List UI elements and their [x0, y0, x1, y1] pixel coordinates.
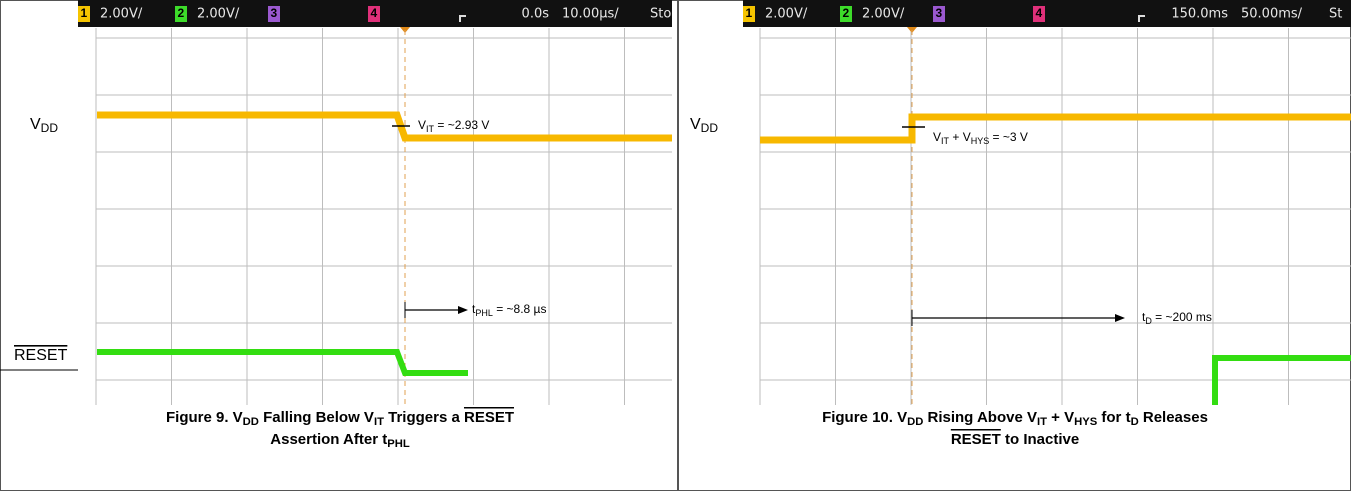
- threshold-label: VIT = ~2.93 V: [418, 118, 489, 134]
- channel-box: [78, 6, 90, 22]
- text-span: Rising Above V: [923, 409, 1037, 426]
- channel-box: [368, 6, 380, 22]
- caption: Assertion After tPHL: [270, 431, 410, 450]
- text-span: t: [472, 302, 476, 316]
- channel-box: [1033, 6, 1045, 22]
- text-span: IT: [426, 124, 435, 134]
- channel-number: 2: [843, 6, 850, 20]
- trigger-delay: 150.0ms: [1171, 7, 1228, 22]
- text-span: IT: [1037, 416, 1047, 428]
- channel-box: [175, 6, 187, 22]
- trigger-delay: 0.0s: [522, 7, 550, 22]
- channel-scale: 2.00V/: [197, 7, 240, 22]
- text-span: DD: [41, 121, 59, 135]
- channel-scale: 2.00V/: [862, 7, 905, 22]
- text-span: Releases: [1139, 409, 1208, 426]
- text-span: + V: [1047, 409, 1074, 426]
- text-span: t: [1142, 310, 1146, 324]
- text-span: Figure 9. V: [166, 409, 243, 426]
- reset-trace: [1212, 355, 1351, 405]
- text-span: RESET: [14, 347, 68, 364]
- channel-box: [840, 6, 852, 22]
- status: St: [1329, 7, 1342, 22]
- channel-number: 4: [371, 6, 378, 20]
- text-span: DD: [701, 121, 719, 135]
- text-span: HYS: [1074, 416, 1098, 428]
- channel-box: [743, 6, 755, 22]
- text-span: DD: [243, 416, 259, 428]
- arrow-head: [1115, 314, 1125, 322]
- delay-label: tD = ~200 ms: [1142, 310, 1212, 326]
- channel-number: 3: [936, 6, 943, 20]
- caption: RESET to Inactive: [951, 431, 1079, 448]
- timebase: 10.00µs/: [562, 7, 619, 22]
- text-span: V: [30, 116, 41, 133]
- text-span: V: [418, 118, 426, 132]
- text-span: IT: [374, 416, 384, 428]
- text-span: V: [933, 130, 941, 144]
- vdd-trace: [760, 113, 1351, 144]
- text-span: Triggers a: [384, 409, 464, 426]
- text-span: DD: [907, 416, 923, 428]
- reset-label: RESET: [14, 347, 68, 364]
- text-span: V: [690, 116, 701, 133]
- text-span: = ~2.93 V: [434, 118, 489, 132]
- text-span: to Inactive: [1001, 431, 1079, 448]
- channel-number: 2: [178, 6, 185, 20]
- channel-box: [933, 6, 945, 22]
- channel-number: 3: [271, 6, 278, 20]
- text-span: = ~200 ms: [1152, 310, 1212, 324]
- caption: Figure 10. VDD Rising Above VIT + VHYS f…: [822, 409, 1208, 428]
- text-span: HYS: [971, 136, 990, 146]
- text-span: RESET: [464, 409, 514, 426]
- channel-number: 1: [746, 6, 753, 20]
- text-span: = ~8.8 µs: [493, 302, 547, 316]
- channel-number: 1: [81, 6, 88, 20]
- text-span: PHL: [475, 308, 493, 318]
- trigger-icon: [459, 15, 466, 22]
- channel-box: [268, 6, 280, 22]
- channel-number: 4: [1036, 6, 1043, 20]
- status: Sto: [650, 7, 671, 22]
- text-span: Figure 10. V: [822, 409, 907, 426]
- vdd-trace: [97, 111, 672, 142]
- vdd-label: VDD: [690, 116, 718, 135]
- reset-trace: [97, 349, 468, 376]
- text-span: RESET: [951, 431, 1001, 448]
- channel-scale: 2.00V/: [100, 7, 143, 22]
- arrow-head: [458, 306, 468, 314]
- caption: Figure 9. VDD Falling Below VIT Triggers…: [166, 409, 514, 428]
- text-span: D: [1131, 416, 1139, 428]
- text-span: = ~3 V: [989, 130, 1028, 144]
- text-span: + V: [949, 130, 971, 144]
- channel-scale: 2.00V/: [765, 7, 808, 22]
- text-span: IT: [941, 136, 950, 146]
- threshold-label: VIT + VHYS = ~3 V: [933, 130, 1028, 146]
- timebase: 50.00ms/: [1241, 7, 1303, 22]
- delay-label: tPHL = ~8.8 µs: [472, 302, 546, 318]
- text-span: for t: [1097, 409, 1130, 426]
- text-span: PHL: [387, 438, 410, 450]
- trigger-icon: [1138, 15, 1145, 22]
- text-span: D: [1145, 316, 1152, 326]
- vdd-label: VDD: [30, 116, 58, 135]
- text-span: Assertion After t: [270, 431, 387, 448]
- text-span: Falling Below V: [259, 409, 374, 426]
